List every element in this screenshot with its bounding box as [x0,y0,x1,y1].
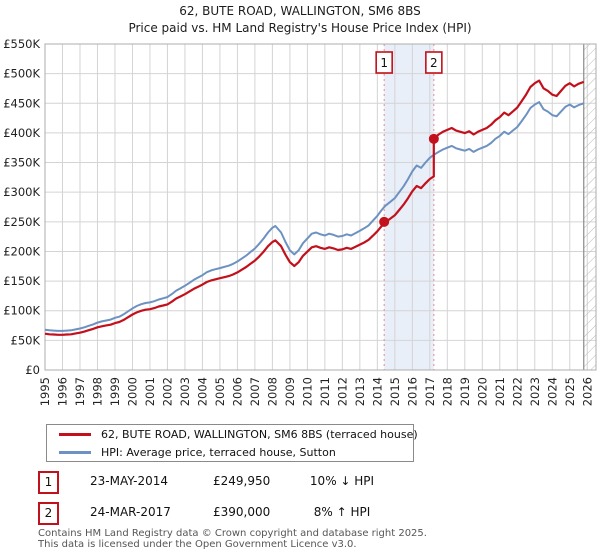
legend-row-property: 62, BUTE ROAD, WALLINGTON, SM6 8BS (terr… [47,427,418,442]
legend-label-property: 62, BUTE ROAD, WALLINGTON, SM6 8BS (terr… [101,427,418,441]
x-axis-tick-label: 2023 [528,377,542,406]
sale-marker-label-box [375,51,393,74]
x-axis-tick-label: 1996 [55,377,69,406]
sale-annotation-row-1: 1 23-MAY-2014 £249,950 10% ↓ HPI [0,471,600,494]
y-axis-tick-label: £400K [3,126,40,140]
y-axis-tick-label: £200K [3,244,40,258]
x-axis-tick-label: 1999 [108,377,122,406]
x-axis-tick-label: 2003 [178,377,192,406]
x-axis-tick-label: 2017 [423,377,437,406]
chart-legend: 62, BUTE ROAD, WALLINGTON, SM6 8BS (terr… [46,424,418,462]
copyright-line-1: Contains HM Land Registry data © Crown c… [38,528,427,539]
x-axis-tick-label: 2009 [283,377,297,406]
between-sales-shaded-band [384,44,434,370]
y-axis-tick-label: £150K [3,274,40,288]
sale-2-hpi-delta: 8% ↑ HPI [313,505,371,519]
x-axis-tick-label: 2011 [318,377,332,406]
plot-border [44,43,597,371]
hpi-line-series [44,101,585,332]
x-axis-tick-label: 2024 [545,377,559,406]
sale-marker-label-box [425,51,443,74]
sale-point-marker [379,216,390,227]
y-axis-tick-label: £50K [11,333,41,347]
x-axis-tick-label: 2006 [230,377,244,406]
sale-1-date: 23-MAY-2014 [90,474,169,488]
sale-point-marker [428,133,439,144]
x-axis-tick-label: 2013 [353,377,367,406]
y-axis-tick-label: £250K [3,215,40,229]
property-price-line-series [44,79,585,336]
property-line-swatch [59,432,91,436]
y-axis-tick-label: £100K [3,304,40,318]
x-axis-tick-label: 2004 [195,377,209,406]
legend-label-hpi: HPI: Average price, terraced house, Sutt… [101,445,336,459]
price-history-chart: £0 £50K £100K £150K £200K £250K £300K £350K £400… [3,37,597,406]
y-axis-tick-label: £350K [3,156,40,170]
sale-1-number-badge: 1 [38,471,59,494]
x-axis-tick-label: 2015 [388,377,402,406]
sale-marker-label: 2 [430,56,438,70]
y-axis-tick-label: £450K [3,96,40,110]
x-axis-tick-label: 2025 [563,377,577,406]
x-axis-tick-label: 2018 [440,377,454,406]
sale-marker-label: 1 [380,56,388,70]
y-axis-tick-label: £0 [25,363,40,377]
chart-subtitle: Price paid vs. HM Land Registry's House … [128,21,472,35]
x-axis-tick-label: 2008 [265,377,279,406]
copyright-line-2: This data is licensed under the Open Gov… [38,539,357,550]
x-axis-tick-label: 2005 [213,377,227,406]
legend-row-hpi: HPI: Average price, terraced house, Sutt… [47,445,413,460]
chart-title: 62, BUTE ROAD, WALLINGTON, SM6 8BS [179,4,421,18]
sale-2-number-badge: 2 [38,502,59,525]
x-axis-tick-label: 2014 [370,377,384,406]
x-axis-tick-label: 2002 [160,377,174,406]
y-axis-tick-label: £300K [3,185,40,199]
x-axis-tick-label: 1997 [73,377,87,406]
x-axis-tick-label: 2007 [248,377,262,406]
sale-2-price: £390,000 [213,505,271,519]
x-axis-tick-label: 2001 [143,377,157,406]
y-axis-tick-label: £550K [3,37,40,51]
x-axis-tick-label: 2022 [510,377,524,406]
x-axis-tick-label: 2000 [125,377,139,406]
sale-1-price: £249,950 [213,474,271,488]
sale-2-date: 24-MAR-2017 [90,505,171,519]
sale-1-hpi-delta: 10% ↓ HPI [309,474,375,488]
sale-annotation-row-2: 2 24-MAR-2017 £390,000 8% ↑ HPI [0,502,600,525]
x-axis-tick-label: 1998 [90,377,104,406]
no-data-hatched-region [583,44,596,370]
x-axis-tick-label: 2016 [405,377,419,406]
x-axis-tick-label: 2019 [458,377,472,406]
x-axis-tick-label: 2020 [475,377,489,406]
x-axis-tick-label: 2012 [335,377,349,406]
x-axis-tick-label: 1995 [38,377,52,406]
hpi-line-swatch [59,450,91,454]
x-axis-tick-label: 2026 [580,377,594,406]
x-axis-tick-label: 2021 [493,377,507,406]
x-axis-tick-label: 2010 [300,377,314,406]
y-axis-tick-label: £500K [3,67,40,81]
